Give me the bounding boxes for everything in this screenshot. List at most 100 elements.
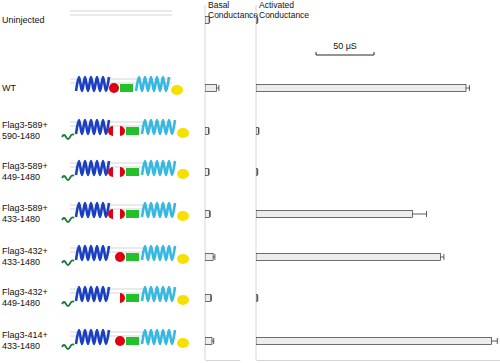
membrane-line — [70, 11, 172, 12]
bar — [205, 17, 209, 24]
construct — [62, 246, 189, 265]
error-cap — [209, 128, 210, 134]
error-cap — [214, 254, 215, 260]
error-cap — [210, 211, 211, 217]
figure: Uninjected WT Flag3-589+590-1480 Flag3-589+… — [0, 0, 500, 363]
yellow-domain — [171, 85, 183, 95]
error-bar — [257, 169, 259, 175]
error-cap — [257, 169, 258, 175]
row-label: Flag3-432+433-1480 — [2, 246, 48, 267]
tm-domain — [76, 77, 109, 91]
error-cap — [209, 169, 210, 175]
red-domain-half — [120, 126, 125, 136]
tm-domain — [142, 161, 175, 175]
error-line — [491, 341, 497, 342]
error-cap — [443, 254, 444, 260]
yellow-domain — [177, 338, 189, 348]
tm-domain — [142, 246, 175, 260]
red-domain-half — [108, 167, 113, 177]
row-label: WT — [2, 83, 16, 93]
error-line — [413, 214, 427, 215]
bar — [205, 169, 208, 176]
panel-title: ActivatedConductance — [259, 0, 309, 20]
construct — [62, 161, 189, 180]
construct — [62, 330, 189, 349]
bar — [205, 254, 213, 261]
bar — [256, 17, 257, 24]
baseline — [205, 5, 206, 360]
tm-domain — [142, 120, 175, 134]
construct-diagrams — [62, 11, 189, 349]
error-bar — [210, 295, 212, 301]
green-domain — [120, 84, 133, 92]
error-bar — [212, 338, 214, 344]
flag-tag — [62, 175, 74, 180]
membrane-line — [70, 15, 172, 16]
green-domain — [126, 253, 139, 261]
scale-bar: 50 μS — [316, 41, 374, 55]
flag-tag — [62, 217, 74, 222]
error-bar — [257, 17, 259, 23]
red-domain — [115, 252, 125, 262]
red-domain-half — [108, 126, 113, 136]
green-domain — [126, 337, 139, 345]
construct — [62, 120, 189, 139]
bar — [256, 169, 257, 176]
bar — [256, 211, 413, 218]
tm-domain — [76, 330, 109, 344]
error-bar — [413, 211, 427, 217]
bar — [205, 295, 211, 302]
tm-domain — [136, 77, 169, 91]
panel: ActivatedConductance — [256, 0, 500, 361]
tm-domain — [76, 246, 109, 260]
error-line — [440, 257, 443, 258]
baseline — [256, 5, 257, 360]
error-cap — [257, 295, 258, 301]
error-cap — [209, 17, 210, 23]
bar — [256, 85, 466, 92]
red-domain-half — [120, 293, 125, 303]
flag-tag — [62, 344, 74, 349]
error-cap — [211, 295, 212, 301]
marks — [256, 17, 497, 345]
error-bar — [208, 169, 210, 175]
row-labels: Uninjected WT Flag3-589+590-1480 Flag3-589+… — [2, 15, 48, 351]
green-domain — [126, 294, 139, 302]
yellow-domain — [177, 211, 189, 221]
construct — [62, 203, 189, 222]
tm-domain — [142, 330, 175, 344]
error-bar — [440, 254, 443, 260]
error-bar — [209, 17, 211, 23]
construct — [70, 11, 172, 15]
flag-tag — [62, 134, 74, 139]
row-label: Flag3-589+590-1480 — [2, 120, 48, 141]
green-domain — [126, 127, 139, 135]
x-axis — [257, 360, 500, 361]
error-bar — [208, 128, 210, 134]
row-label: Uninjected — [2, 15, 45, 25]
row-label: Flag3-589+449-1480 — [2, 161, 48, 182]
error-bar — [213, 254, 215, 260]
axis-line — [257, 360, 500, 361]
error-line — [466, 88, 469, 89]
red-domain-half — [108, 209, 113, 219]
tm-domain — [142, 203, 175, 217]
x-axis — [206, 360, 241, 361]
red-domain — [109, 83, 119, 93]
error-cap — [257, 17, 258, 23]
error-cap — [426, 211, 427, 217]
yellow-domain — [177, 295, 189, 305]
yellow-domain — [177, 128, 189, 138]
red-domain-half — [120, 167, 125, 177]
yellow-domain — [177, 169, 189, 179]
error-cap — [497, 338, 498, 344]
tm-domain — [76, 203, 109, 217]
scale-bar-label: 50 μS — [333, 41, 357, 51]
tm-domain — [142, 287, 175, 301]
tm-domain — [76, 161, 109, 175]
error-cap — [213, 338, 214, 344]
red-domain-half — [120, 209, 125, 219]
error-bar — [217, 85, 219, 91]
error-bar — [257, 295, 259, 301]
construct — [70, 77, 183, 95]
